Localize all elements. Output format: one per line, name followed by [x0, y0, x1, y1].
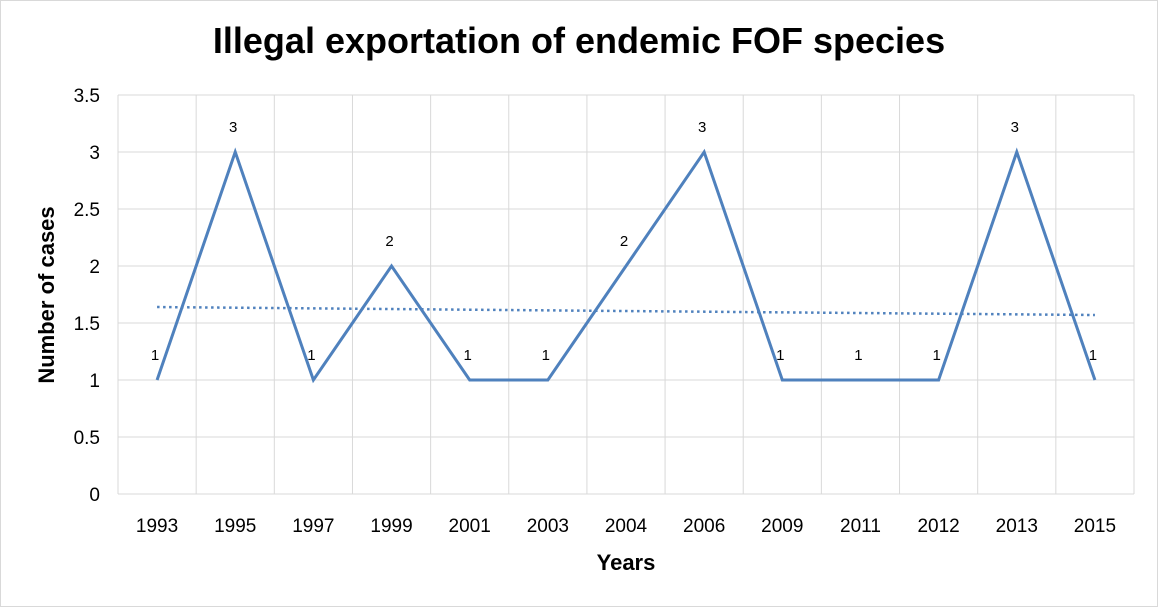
- gridlines: [117, 94, 1135, 495]
- data-label: 1: [1089, 347, 1097, 364]
- data-label: 3: [229, 119, 237, 136]
- data-label: 1: [151, 347, 159, 364]
- y-tick-label: 2.5: [74, 200, 100, 221]
- x-axis-title: Years: [597, 550, 656, 575]
- series-lines: [155, 147, 1097, 384]
- data-label: 1: [542, 347, 550, 364]
- y-tick-label: 2: [89, 257, 100, 278]
- data-labels: 1 3 1 2 1 1 2 3 1 1 1 3 1: [151, 119, 1097, 364]
- data-label: 3: [1011, 119, 1019, 136]
- x-tick-label: 2013: [996, 516, 1038, 537]
- y-tick-labels: 0 0.5 1 1.5 2 2.5 3 3.5: [74, 86, 100, 506]
- x-tick-label: 1999: [370, 516, 412, 537]
- x-tick-label: 2006: [683, 516, 725, 537]
- x-tick-labels: 1993 1995 1997 1999 2001 2003 2004 2006 2009 2011…: [136, 516, 1116, 537]
- data-label: 1: [776, 347, 784, 364]
- chart-title: Illegal exportation of endemic FOF speci…: [212, 20, 946, 61]
- y-tick-label: 3.5: [74, 86, 100, 107]
- y-tick-label: 0: [89, 485, 100, 506]
- x-tick-label: 1993: [136, 516, 178, 537]
- x-tick-label: 2011: [840, 516, 881, 537]
- trendline-line: [157, 305, 1095, 317]
- x-tick-label: 2009: [761, 516, 803, 537]
- data-label: 2: [385, 233, 393, 250]
- data-label: 2: [620, 233, 628, 250]
- y-tick-label: 0.5: [74, 428, 100, 449]
- data-label: 1: [932, 347, 940, 364]
- data-label: 1: [307, 347, 315, 364]
- y-tick-label: 3: [89, 143, 100, 164]
- x-tick-label: 2004: [605, 516, 648, 537]
- x-tick-label: 1997: [292, 516, 334, 537]
- y-axis-title: Number of cases: [34, 206, 59, 383]
- x-tick-label: 2003: [527, 516, 569, 537]
- y-tick-label: 1.5: [74, 314, 100, 335]
- x-tick-label: 2015: [1074, 516, 1116, 537]
- data-label: 1: [464, 347, 472, 364]
- x-tick-label: 2001: [449, 516, 491, 537]
- data-label: 3: [698, 119, 706, 136]
- y-tick-label: 1: [89, 371, 100, 392]
- x-tick-label: 2012: [917, 516, 959, 537]
- trendline: [157, 305, 1095, 317]
- data-label: 1: [854, 347, 862, 364]
- x-tick-label: 1995: [214, 516, 256, 537]
